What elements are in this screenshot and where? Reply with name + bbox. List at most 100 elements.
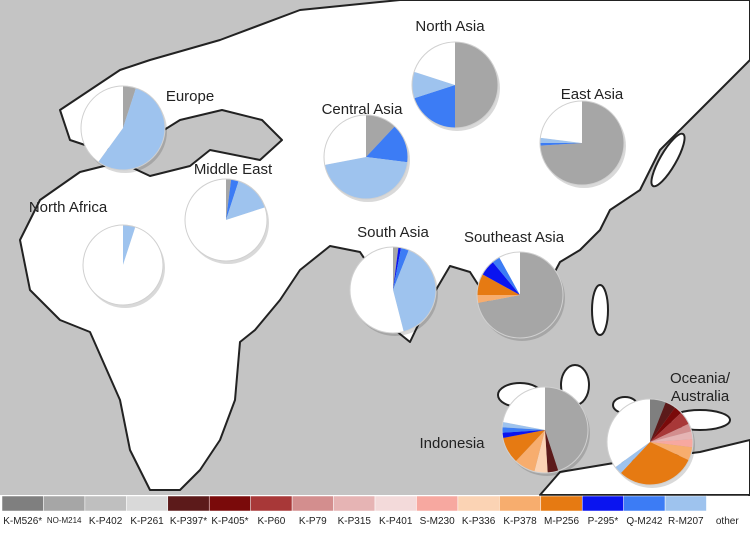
legend-label: other (715, 516, 739, 527)
legend-label: K-P402 (88, 516, 123, 527)
pie-slice (98, 88, 166, 170)
region-label: South Asia (357, 224, 429, 241)
pie-slice (650, 431, 693, 442)
legend-label: K-P60 (257, 516, 286, 527)
legend-swatch (167, 495, 210, 512)
pie (501, 386, 590, 476)
pie (82, 224, 165, 308)
pie (539, 100, 626, 188)
pie-outline (476, 251, 564, 339)
legend-label: K-P261 (130, 516, 164, 527)
legend-swatch (43, 495, 86, 512)
pie-slice (502, 430, 545, 462)
pie-slice (499, 252, 520, 295)
pie-outline (501, 386, 589, 474)
legend-swatch (623, 495, 666, 512)
pie-slice (455, 42, 498, 128)
legend-swatch (416, 495, 459, 512)
pie-slice (534, 430, 548, 473)
legend-label: K-P401 (379, 516, 413, 527)
legend-label: M-P256 (543, 516, 580, 527)
island (591, 284, 609, 336)
legend-swatch (208, 495, 251, 512)
pie-slice (650, 407, 682, 442)
pie-slice (393, 250, 437, 332)
pie-slice (502, 421, 545, 430)
legend (1, 495, 749, 512)
pie-outline (184, 178, 268, 262)
pie (323, 114, 410, 202)
pie-slice (412, 71, 455, 99)
legend-swatch (126, 495, 169, 512)
pie-slice (324, 115, 366, 165)
legend-swatch (291, 495, 334, 512)
legend-label: K-M526* (3, 516, 43, 527)
region-label: Indonesia (419, 435, 485, 452)
pie-slice (492, 257, 520, 295)
region-label: North Asia (415, 18, 485, 35)
pie-slice (123, 86, 136, 128)
pie-slice (502, 427, 545, 433)
region-label: Central Asia (321, 101, 403, 118)
pie-outline (323, 114, 409, 200)
pie-slice (123, 225, 136, 265)
pie (184, 178, 269, 264)
pie-slice (650, 442, 693, 461)
pie-outline (606, 398, 694, 486)
pie-slice (515, 430, 545, 472)
pie-slice (477, 295, 520, 304)
region-label: Middle East (193, 161, 273, 178)
pie-outline (80, 85, 166, 171)
pie-outline (539, 100, 625, 186)
pie (606, 398, 695, 488)
pie-slice (650, 399, 666, 442)
region-label: Southeast Asia (463, 229, 565, 246)
legend-swatch (664, 495, 707, 512)
pie-slice (477, 274, 520, 295)
pie-slice (545, 430, 559, 473)
pie-slice (366, 115, 395, 157)
pie-slice (81, 86, 123, 162)
legend-swatch (374, 495, 417, 512)
pie-outline (411, 41, 499, 129)
pie-slice (414, 85, 455, 128)
pie-slice (366, 126, 408, 163)
legend-label: S-M230 (419, 516, 455, 527)
pie-slice (82, 225, 163, 305)
legend-swatch (1, 495, 44, 512)
region-label: Europe (165, 88, 215, 105)
pie-slice (650, 439, 694, 448)
pie-slice (414, 42, 455, 85)
pie-outline (82, 224, 164, 306)
pie-slice (545, 387, 588, 471)
pie-slice (393, 247, 399, 290)
pie-slice (620, 442, 689, 485)
legend-swatch (333, 495, 376, 512)
pie-outline (349, 246, 437, 334)
pie-slice (650, 423, 692, 442)
legend-label: NO-M214 (46, 516, 82, 525)
legend-label: K-P336 (461, 516, 496, 527)
pie-slice (482, 261, 520, 295)
legend-swatch (706, 495, 749, 512)
pie-slice (350, 247, 404, 333)
pie (411, 41, 500, 131)
pie-slice (607, 399, 650, 468)
legend-swatch (540, 495, 583, 512)
legend-label: Q-M242 (626, 516, 663, 527)
pie-slice (650, 402, 676, 442)
pie (80, 85, 167, 173)
pie-slice (540, 101, 582, 143)
legend-label: R-M207 (668, 516, 704, 527)
pie (476, 251, 565, 341)
pie-slice (650, 412, 689, 442)
japan (650, 132, 686, 188)
pie-slice (324, 157, 408, 200)
pie-slice (393, 247, 402, 290)
legend-label: K-P315 (337, 516, 371, 527)
pies (80, 41, 695, 488)
legend-label: K-P397* (169, 516, 208, 527)
legend-swatch (457, 495, 500, 512)
